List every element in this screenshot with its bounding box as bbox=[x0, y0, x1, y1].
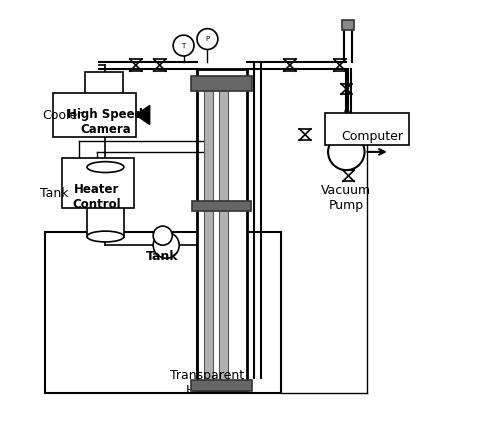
Text: Cooler: Cooler bbox=[42, 108, 83, 122]
Bar bbox=[192, 201, 251, 211]
Text: Tank: Tank bbox=[40, 187, 69, 200]
Circle shape bbox=[153, 226, 172, 245]
Bar bbox=[324, 113, 409, 145]
Bar bbox=[87, 167, 124, 237]
Bar bbox=[191, 76, 252, 91]
Bar bbox=[45, 232, 281, 393]
Text: High Speed
Camera: High Speed Camera bbox=[68, 108, 143, 135]
Text: T: T bbox=[181, 43, 186, 49]
Text: Heater
Control: Heater Control bbox=[72, 184, 121, 211]
Circle shape bbox=[328, 134, 364, 170]
Bar bbox=[205, 85, 213, 384]
Text: Computer: Computer bbox=[341, 130, 403, 143]
Bar bbox=[62, 158, 134, 208]
Ellipse shape bbox=[87, 162, 124, 173]
Bar bbox=[53, 93, 136, 137]
Text: Transparent
Heater: Transparent Heater bbox=[171, 369, 245, 397]
Bar bbox=[191, 380, 252, 391]
Circle shape bbox=[153, 232, 179, 258]
Circle shape bbox=[197, 29, 218, 49]
Circle shape bbox=[173, 35, 194, 56]
Bar bbox=[197, 69, 246, 391]
Bar bbox=[85, 72, 123, 117]
Ellipse shape bbox=[87, 231, 124, 242]
Text: P: P bbox=[206, 36, 210, 42]
Polygon shape bbox=[136, 105, 150, 125]
Bar bbox=[219, 85, 228, 384]
Bar bbox=[342, 20, 354, 30]
Text: Vacuum
Pump: Vacuum Pump bbox=[321, 184, 371, 213]
Text: Tank: Tank bbox=[145, 250, 178, 263]
